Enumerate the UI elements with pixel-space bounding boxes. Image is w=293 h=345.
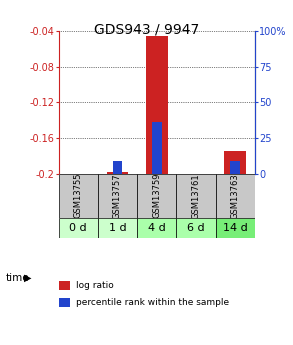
Bar	[224, 151, 246, 174]
Text: GDS943 / 9947: GDS943 / 9947	[94, 22, 199, 37]
Bar	[137, 218, 176, 238]
Text: GSM13757: GSM13757	[113, 173, 122, 218]
Bar	[230, 161, 240, 174]
Text: 6 d: 6 d	[187, 223, 205, 233]
Text: log ratio: log ratio	[76, 281, 114, 290]
Bar	[98, 174, 137, 218]
Text: 0 d: 0 d	[69, 223, 87, 233]
Text: time: time	[6, 273, 30, 283]
Bar	[59, 218, 98, 238]
Bar	[152, 122, 162, 174]
Bar	[216, 218, 255, 238]
Bar	[137, 174, 176, 218]
Bar	[98, 218, 137, 238]
Bar	[146, 36, 168, 174]
Text: 1 d: 1 d	[109, 223, 126, 233]
Text: GSM13759: GSM13759	[152, 173, 161, 218]
Text: ▶: ▶	[24, 273, 32, 283]
Text: GSM13755: GSM13755	[74, 173, 83, 218]
Bar	[176, 218, 216, 238]
Bar	[176, 174, 216, 218]
Bar	[107, 172, 128, 174]
Text: 14 d: 14 d	[223, 223, 248, 233]
Bar	[59, 174, 98, 218]
Bar	[113, 161, 122, 174]
Text: GSM13763: GSM13763	[231, 173, 240, 219]
Text: GSM13761: GSM13761	[192, 173, 200, 218]
Text: 4 d: 4 d	[148, 223, 166, 233]
Bar	[216, 174, 255, 218]
Text: percentile rank within the sample: percentile rank within the sample	[76, 298, 229, 307]
